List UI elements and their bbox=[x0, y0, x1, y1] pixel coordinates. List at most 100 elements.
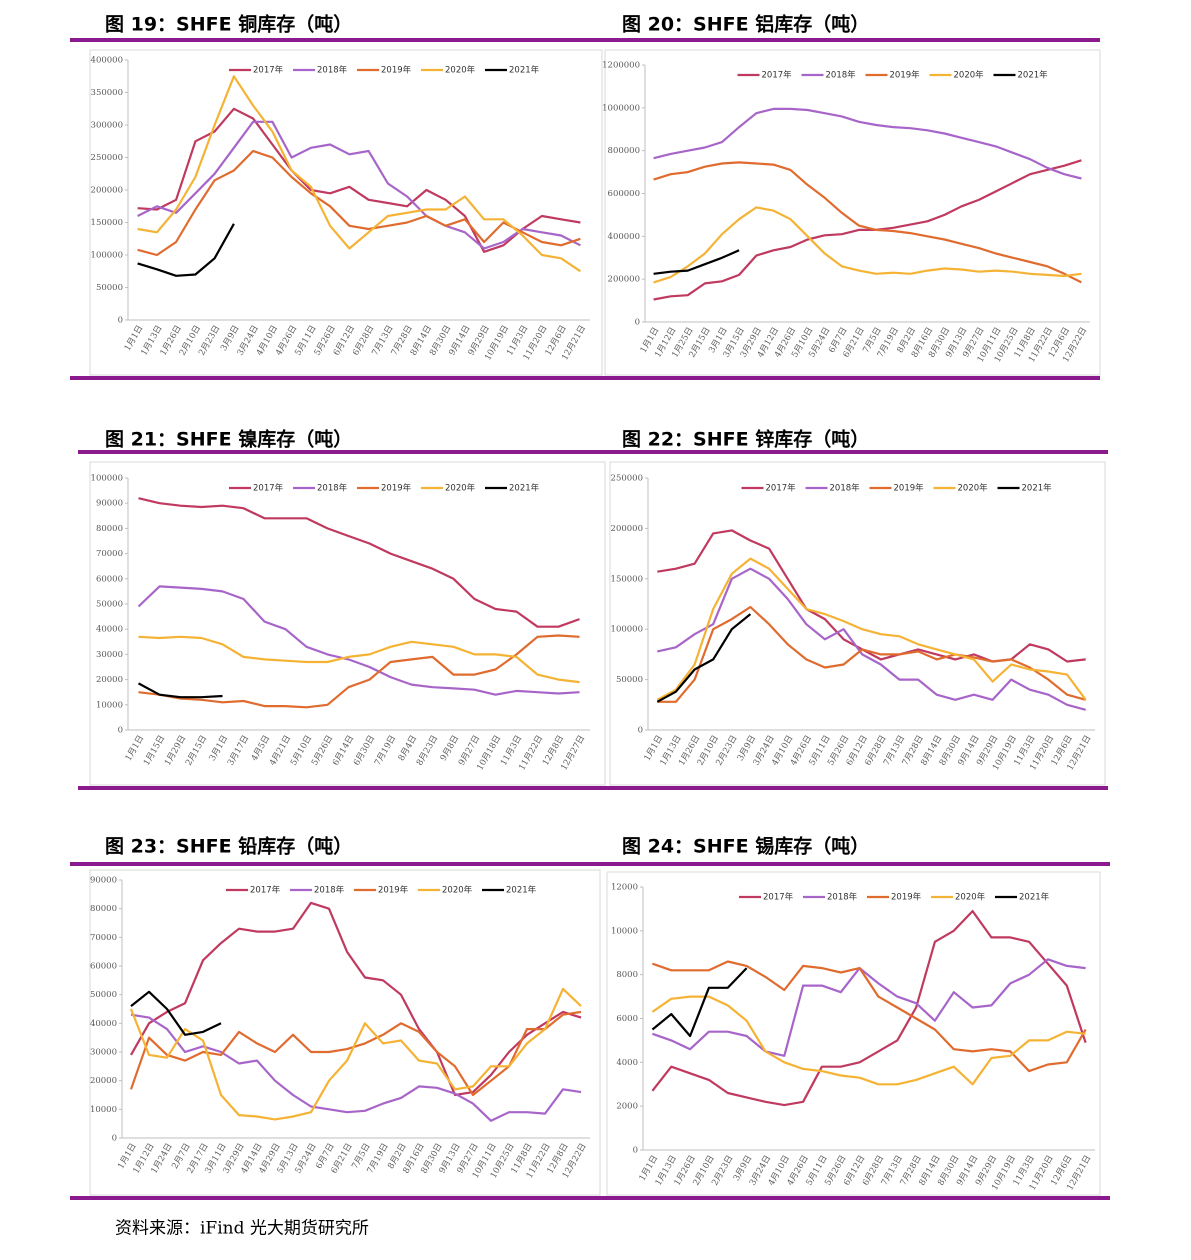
legend-label: 2017年 bbox=[763, 892, 794, 903]
y-tick-label: 0 bbox=[635, 318, 640, 328]
chart-frame bbox=[89, 461, 606, 786]
legend-label: 2017年 bbox=[766, 483, 797, 494]
legend-label: 2018年 bbox=[317, 483, 348, 494]
series-line bbox=[130, 901, 582, 1097]
series-line bbox=[137, 107, 581, 253]
series-line bbox=[653, 206, 1082, 284]
chart: 0200040006000800010000120001月1日1月13日1月26… bbox=[606, 871, 1101, 1196]
y-tick-label: 50000 bbox=[616, 675, 643, 685]
series-line bbox=[657, 605, 1086, 703]
chart-title: 图 21：SHFE 镍库存（吨） bbox=[105, 428, 352, 451]
y-tick-label: 30000 bbox=[90, 1048, 117, 1058]
source-note: 资料来源：iFind 光大期货研究所 bbox=[115, 1219, 369, 1239]
y-tick-label: 10000 bbox=[611, 926, 638, 936]
y-tick-label: 50000 bbox=[90, 990, 117, 1000]
legend-label: 2018年 bbox=[830, 483, 861, 494]
y-tick-label: 150000 bbox=[611, 574, 643, 584]
y-tick-label: 150000 bbox=[91, 218, 123, 228]
y-tick-label: 100000 bbox=[611, 625, 643, 635]
y-tick-label: 20000 bbox=[90, 1076, 117, 1086]
chart-frame bbox=[606, 871, 1101, 1196]
x-tick-label: 8月4日 bbox=[397, 734, 420, 763]
chart: 0 10000 20000 30000 40000 50000 60000 70000 8000… bbox=[89, 869, 601, 1196]
chart-title: 图 20：SHFE 铝库存（吨） bbox=[622, 13, 869, 36]
y-tick-label: 40000 bbox=[96, 625, 123, 635]
y-tick-label: 90000 bbox=[96, 499, 123, 509]
legend-label: 2017年 bbox=[253, 65, 284, 76]
y-tick-label: 100000 bbox=[91, 251, 123, 261]
chart-frame bbox=[609, 461, 1106, 786]
legend-label: 2021年 bbox=[509, 65, 540, 76]
y-tick-label: 600000 bbox=[608, 189, 640, 199]
chart: 0 10000 20000 30000 40000 50000 60000 70000 8000… bbox=[89, 461, 606, 786]
series-line bbox=[652, 960, 1087, 1073]
y-tick-label: 2000 bbox=[616, 1102, 638, 1112]
y-tick-label: 4000 bbox=[616, 1058, 638, 1068]
y-tick-label: 300000 bbox=[91, 121, 123, 131]
y-tick-label: 0 bbox=[118, 316, 123, 326]
y-tick-label: 1000000 bbox=[602, 103, 640, 113]
series-line bbox=[653, 159, 1082, 301]
y-tick-label: 70000 bbox=[96, 549, 123, 559]
y-tick-label: 250000 bbox=[91, 153, 123, 163]
series-line bbox=[653, 161, 1082, 284]
series-line bbox=[138, 635, 580, 684]
legend-label: 2021年 bbox=[1018, 70, 1049, 81]
y-tick-label: 200000 bbox=[91, 186, 123, 196]
series-line bbox=[651, 995, 1086, 1086]
chart-frame bbox=[604, 49, 1101, 376]
x-tick-label: 4月5日 bbox=[250, 734, 273, 763]
series-line bbox=[138, 634, 580, 709]
legend-label: 2017年 bbox=[253, 483, 284, 494]
series-line bbox=[651, 967, 748, 1038]
series-line bbox=[129, 1010, 582, 1097]
y-tick-label: 400000 bbox=[608, 232, 640, 242]
legend-label: 2018年 bbox=[317, 65, 348, 76]
y-tick-label: 6000 bbox=[616, 1014, 638, 1024]
chart-title: 图 19：SHFE 铜库存（吨） bbox=[105, 13, 352, 36]
y-tick-label: 250000 bbox=[611, 474, 643, 484]
chart: 0200000400000600000800000100000012000001… bbox=[602, 49, 1101, 376]
series-line bbox=[657, 529, 1086, 663]
legend-label: 2017年 bbox=[762, 70, 793, 81]
series-line bbox=[137, 682, 223, 699]
series-line bbox=[130, 1013, 582, 1122]
legend-label: 2020年 bbox=[445, 483, 476, 494]
y-tick-label: 50000 bbox=[96, 283, 123, 293]
series-line bbox=[651, 910, 1087, 1107]
chart-title: 图 23：SHFE 铅库存（吨） bbox=[105, 835, 352, 858]
y-tick-label: 20000 bbox=[96, 675, 123, 685]
legend-label: 2019年 bbox=[381, 65, 412, 76]
legend-label: 2019年 bbox=[890, 70, 921, 81]
legend-label: 2019年 bbox=[894, 483, 925, 494]
y-tick-label: 1200000 bbox=[602, 61, 640, 71]
y-tick-label: 40000 bbox=[90, 1019, 117, 1029]
legend-label: 2018年 bbox=[826, 70, 857, 81]
y-tick-label: 90000 bbox=[90, 876, 117, 886]
legend-label: 2019年 bbox=[381, 483, 412, 494]
y-tick-label: 50000 bbox=[96, 600, 123, 610]
y-tick-label: 200000 bbox=[608, 275, 640, 285]
y-tick-label: 200000 bbox=[611, 524, 643, 534]
y-tick-label: 0 bbox=[633, 1146, 638, 1156]
y-tick-label: 10000 bbox=[90, 1105, 117, 1115]
legend-label: 2021年 bbox=[1019, 892, 1050, 903]
x-tick-label: 9月8日 bbox=[439, 734, 462, 763]
series-line bbox=[137, 223, 235, 277]
series-line bbox=[137, 149, 581, 257]
legend-label: 2019年 bbox=[891, 892, 922, 903]
legend-label: 2021年 bbox=[1022, 483, 1053, 494]
y-tick-label: 0 bbox=[638, 726, 643, 736]
chart-frame bbox=[89, 49, 603, 376]
legend-label: 2018年 bbox=[314, 885, 345, 896]
legend-label: 2019年 bbox=[378, 885, 409, 896]
legend-label: 2021年 bbox=[506, 885, 537, 896]
chart: 0500001000001500002000002500001月1日1月13日1… bbox=[609, 461, 1106, 786]
y-tick-label: 60000 bbox=[96, 574, 123, 584]
dividers bbox=[70, 38, 1110, 1200]
series-line bbox=[656, 613, 752, 703]
y-tick-label: 80000 bbox=[90, 904, 117, 914]
series-line bbox=[137, 120, 581, 250]
y-tick-label: 8000 bbox=[616, 970, 638, 980]
